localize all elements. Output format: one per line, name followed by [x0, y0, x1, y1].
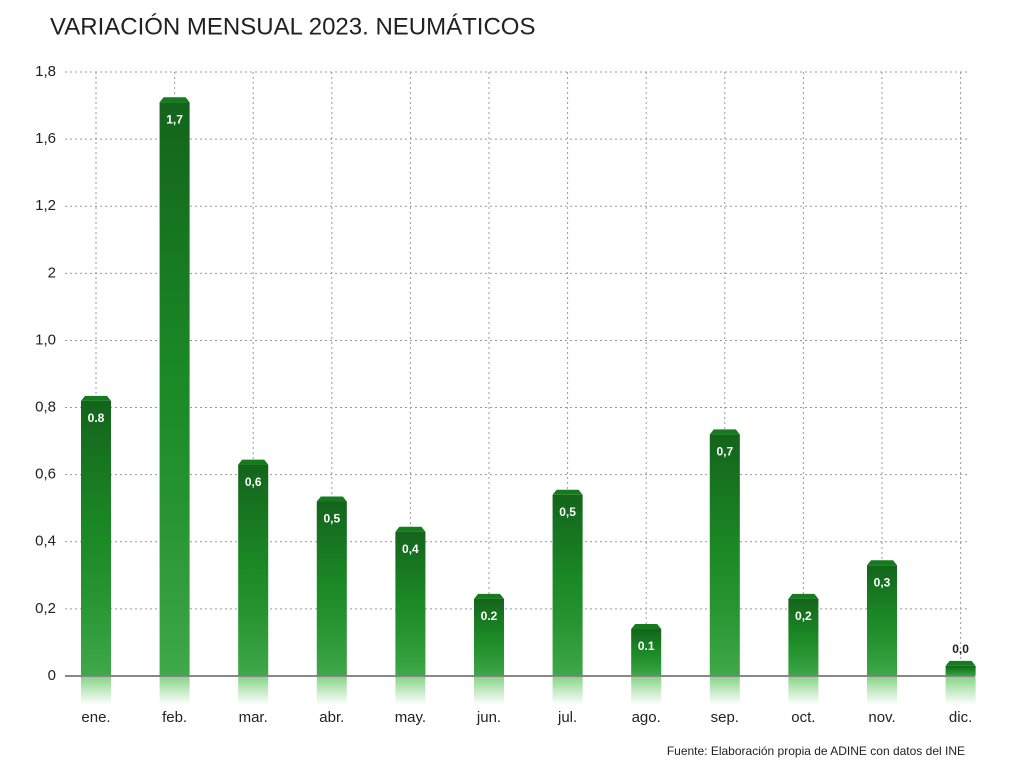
bar-shade	[788, 598, 819, 676]
source-note: Fuente: Elaboración propia de ADINE con …	[667, 744, 965, 758]
bar-cap	[81, 395, 111, 401]
data-label: 0.2	[481, 609, 498, 623]
bar-reflection	[709, 677, 740, 705]
bar-cap	[631, 624, 662, 630]
bar-reflection	[945, 677, 976, 705]
bar-shade	[474, 598, 504, 676]
data-label: 0.1	[638, 639, 655, 653]
x-tick-label: mar.	[239, 709, 268, 726]
x-tick-label: sep.	[711, 709, 739, 726]
bar-shade	[631, 629, 662, 676]
data-label: 0,5	[559, 505, 576, 519]
bar-cap	[709, 429, 740, 435]
bar-shade	[81, 400, 111, 676]
data-label: 0,3	[874, 575, 891, 589]
bar-shade	[238, 464, 269, 676]
x-tick-label: jul.	[557, 709, 577, 726]
chart-title: VARIACIÓN MENSUAL 2023. NEUMÁTICOS	[50, 13, 535, 40]
bar-reflection	[159, 677, 190, 705]
bar-cap	[552, 489, 583, 495]
data-label: 0,4	[402, 542, 419, 556]
y-tick-label: 1,6	[35, 130, 56, 147]
bar-reflection	[474, 677, 504, 705]
y-tick-label: 1,8	[35, 63, 56, 80]
data-label: 0,7	[716, 445, 733, 459]
bar-cap	[945, 660, 976, 666]
bar-reflection	[867, 677, 897, 705]
bar-cap	[316, 496, 347, 502]
bar-shade	[709, 434, 740, 676]
x-tick-label: may.	[395, 709, 426, 726]
y-tick-label: 0	[48, 667, 56, 684]
x-tick-label: oct.	[791, 709, 815, 726]
bar-cap	[395, 526, 426, 532]
y-tick-label: 0,2	[35, 600, 56, 617]
bar-reflection	[316, 677, 347, 705]
bar-cap	[788, 593, 819, 599]
bar-shade	[552, 494, 583, 676]
bar-cap	[474, 593, 504, 599]
bar-reflection	[631, 677, 662, 705]
y-tick-label: 0,6	[35, 466, 56, 483]
bar-cap	[238, 459, 269, 465]
data-label: 0,5	[323, 512, 340, 526]
bar-shade	[316, 501, 347, 676]
bar-cap	[867, 560, 897, 566]
bar-reflection	[81, 677, 111, 705]
x-tick-label: jun.	[476, 709, 501, 726]
x-tick-label: feb.	[162, 709, 187, 726]
y-tick-label: 1,2	[35, 197, 56, 214]
bar-shade	[395, 531, 426, 676]
y-tick-label: 1,0	[35, 331, 56, 348]
x-tick-label: abr.	[319, 709, 344, 726]
data-label: 0.8	[88, 411, 105, 425]
x-tick-label: ago.	[632, 709, 661, 726]
data-label: 0,0	[952, 642, 969, 656]
x-tick-label: dic.	[949, 709, 972, 726]
y-tick-label: 0,8	[35, 399, 56, 416]
bar-reflection	[552, 677, 583, 705]
bar-reflection	[788, 677, 819, 705]
bar-cap	[159, 97, 190, 103]
data-label: 1,7	[166, 112, 183, 126]
x-tick-label: nov.	[868, 709, 895, 726]
bar-reflection	[238, 677, 269, 705]
bar-shade	[867, 565, 897, 676]
x-tick-label: ene.	[81, 709, 110, 726]
y-tick-label: 0,4	[35, 533, 56, 550]
data-label: 0,6	[245, 475, 262, 489]
bar-shade	[159, 102, 190, 676]
y-tick-label: 2	[48, 264, 56, 281]
bar-reflection	[395, 677, 426, 705]
data-label: 0,2	[795, 609, 812, 623]
bar-shade	[945, 665, 976, 676]
